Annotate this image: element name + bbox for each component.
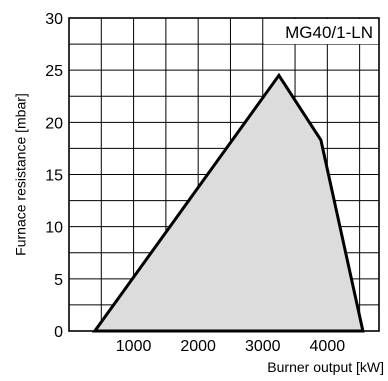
- operating-range-area: [91, 72, 365, 333]
- x-tick-label: 3000: [245, 338, 281, 355]
- y-tick-label: 0: [54, 324, 63, 341]
- x-tick-labels: 1000 2000 3000 4000: [116, 338, 345, 355]
- y-tick-label: 15: [45, 168, 63, 185]
- y-tick-labels: 0 5 10 15 20 25 30: [45, 11, 63, 341]
- chart-title-box: [263, 19, 378, 45]
- x-tick-label: 1000: [116, 338, 152, 355]
- y-tick-label: 20: [45, 115, 63, 132]
- chart-title: MG40/1-LN: [285, 23, 373, 42]
- y-tick-label: 5: [54, 272, 63, 289]
- x-axis-label: Burner output [kW]: [267, 359, 384, 375]
- x-tick-label: 2000: [180, 338, 216, 355]
- y-tick-label: 25: [45, 63, 63, 80]
- x-tick-label: 4000: [310, 338, 346, 355]
- y-tick-label: 10: [45, 220, 63, 237]
- plot-frame: [68, 17, 380, 332]
- y-tick-label: 30: [45, 11, 63, 28]
- y-axis-label: Furnace resistance [mbar]: [13, 93, 29, 256]
